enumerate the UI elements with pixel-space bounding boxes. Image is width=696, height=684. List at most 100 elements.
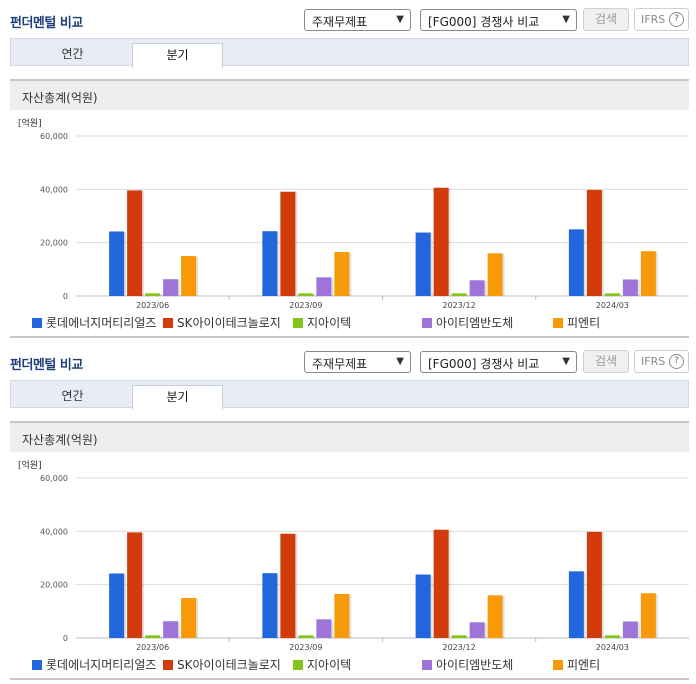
legend-item[interactable]: 롯데에너지머티리얼즈: [32, 656, 156, 673]
x-tick-label: 2023/09: [289, 301, 322, 310]
bar: [145, 635, 161, 638]
legend-label: SK아이이테크놀로지: [177, 316, 281, 330]
x-tick-label: 2024/03: [596, 301, 629, 310]
bar: [316, 277, 332, 296]
legend-item[interactable]: SK아이이테크놀로지: [163, 314, 281, 331]
legend-item[interactable]: 피엔티: [553, 656, 600, 673]
bar: [145, 293, 161, 296]
legend-item[interactable]: 피엔티: [553, 314, 600, 331]
panel-title: 펀더멘털 비교: [10, 358, 83, 373]
bar: [181, 598, 197, 638]
bar: [433, 187, 449, 296]
search-button[interactable]: 검색: [583, 8, 629, 31]
section-title: 자산총계(억원): [22, 433, 98, 447]
legend-item[interactable]: 지아이텍: [293, 314, 351, 331]
search-button[interactable]: 검색: [583, 350, 629, 373]
ifrs-label: IFRS: [641, 355, 666, 368]
tab-annual[interactable]: 연간: [61, 47, 84, 61]
y-tick-label: 60,000: [40, 474, 68, 483]
x-tick-label: 2023/06: [136, 301, 169, 310]
bar: [334, 252, 350, 296]
ifrs-button[interactable]: IFRS ?: [634, 8, 689, 31]
bar: [415, 574, 431, 638]
bar: [262, 573, 278, 638]
divider: [10, 678, 689, 680]
divider: [10, 336, 689, 338]
unit-label: [억원]: [18, 117, 42, 129]
legend-item[interactable]: 아이티엠반도체: [422, 314, 513, 331]
bar: [568, 229, 584, 296]
tab-annual[interactable]: 연간: [61, 389, 84, 403]
legend-label: 아이티엠반도체: [436, 658, 514, 672]
bar: [298, 635, 314, 638]
bar: [262, 231, 278, 296]
legend-label: 아이티엠반도체: [436, 316, 514, 330]
bar: [604, 293, 620, 296]
legend-swatch: [293, 318, 303, 328]
ifrs-button[interactable]: IFRS ?: [634, 350, 689, 373]
legend-item[interactable]: SK아이이테크놀로지: [163, 656, 281, 673]
bar: [622, 279, 638, 296]
legend-swatch: [553, 660, 563, 670]
bar: [163, 279, 179, 296]
panel-title: 펀더멘털 비교: [10, 16, 83, 31]
y-tick-label: 0: [63, 292, 68, 301]
x-tick-label: 2023/12: [443, 643, 476, 652]
statement-select-value: 주재무제표: [312, 15, 368, 29]
bar: [640, 251, 656, 296]
statement-select-value: 주재무제표: [312, 357, 368, 371]
bar: [451, 635, 467, 638]
bar: [604, 635, 620, 638]
bar: [469, 280, 485, 296]
tab-quarterly[interactable]: 분기: [132, 385, 223, 410]
panel-header: 펀더멘털 비교 주재무제표 ▼ [FG000] 경쟁사 비교 ▼ 검색 IFRS…: [0, 0, 696, 38]
section-title: 자산총계(억원): [22, 91, 98, 105]
bar: [487, 595, 503, 638]
bar: [568, 571, 584, 638]
ifrs-label: IFRS: [641, 13, 666, 26]
statement-select[interactable]: 주재무제표 ▼: [304, 9, 411, 31]
bar: [487, 253, 503, 296]
section-header: 자산총계(억원): [10, 79, 689, 110]
legend-label: 지아이텍: [307, 658, 352, 672]
legend-swatch: [553, 318, 563, 328]
y-tick-label: 40,000: [40, 185, 68, 194]
bar: [622, 621, 638, 638]
bar: [127, 190, 143, 296]
chevron-down-icon: ▼: [562, 356, 570, 367]
legend-item[interactable]: 아이티엠반도체: [422, 656, 513, 673]
period-tabs: 연간 분기: [10, 38, 689, 68]
bar-chart: [억원] 0 20,000 40,000 60,000 2023/06 2023/09 202…: [10, 113, 689, 338]
unit-label: [억원]: [18, 459, 42, 471]
period-tabs: 연간 분기: [10, 380, 689, 410]
x-tick-label: 2024/03: [596, 643, 629, 652]
fundamental-panel-2: 펀더멘털 비교 주재무제표 ▼ [FG000] 경쟁사 비교 ▼ 검색 IFRS…: [0, 342, 696, 684]
legend-swatch: [422, 660, 432, 670]
legend-item[interactable]: 지아이텍: [293, 656, 351, 673]
compare-select[interactable]: [FG000] 경쟁사 비교 ▼: [420, 351, 577, 373]
chevron-down-icon: ▼: [396, 14, 404, 25]
legend-label: 롯데에너지머티리얼즈: [46, 658, 157, 672]
panel-header: 펀더멘털 비교 주재무제표 ▼ [FG000] 경쟁사 비교 ▼ 검색 IFRS…: [0, 342, 696, 380]
bar: [640, 593, 656, 638]
bar: [334, 594, 350, 638]
legend-label: 롯데에너지머티리얼즈: [46, 316, 157, 330]
legend-label: 피엔티: [567, 316, 601, 330]
bar: [451, 293, 467, 296]
tab-quarterly[interactable]: 분기: [132, 43, 223, 68]
compare-select-value: [FG000] 경쟁사 비교: [428, 15, 540, 29]
legend-swatch: [163, 318, 173, 328]
help-icon[interactable]: ?: [669, 354, 684, 369]
bar: [163, 621, 179, 638]
chart-svg: [억원] 0 20,000 40,000 60,000 2023/06 2023/09 202…: [18, 459, 689, 652]
y-tick-label: 20,000: [40, 239, 68, 248]
bar: [298, 293, 314, 296]
legend-label: 지아이텍: [307, 316, 352, 330]
compare-select[interactable]: [FG000] 경쟁사 비교 ▼: [420, 9, 577, 31]
legend-swatch: [422, 318, 432, 328]
help-icon[interactable]: ?: [669, 12, 684, 27]
chevron-down-icon: ▼: [562, 14, 570, 25]
legend-item[interactable]: 롯데에너지머티리얼즈: [32, 314, 156, 331]
x-tick-label: 2023/06: [136, 643, 169, 652]
statement-select[interactable]: 주재무제표 ▼: [304, 351, 411, 373]
